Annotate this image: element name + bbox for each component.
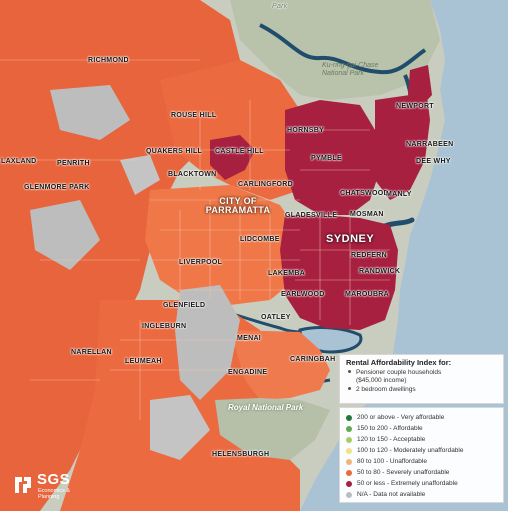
legend-swatch-icon (346, 414, 352, 421)
place-narrabeen: NARRABEEN (406, 141, 454, 148)
logo-name: SGS (37, 471, 71, 488)
legend-item-label: 80 to 100 - Unaffordable (357, 458, 427, 465)
royal-park-area (215, 398, 330, 460)
legend-swatch-icon (346, 458, 352, 465)
legend-item: 50 or less - Extremely unaffordable (346, 478, 497, 489)
place-newport: NEWPORT (396, 103, 434, 110)
place-helensburgh: HELENSBURGH (212, 451, 270, 458)
legend-line1: Pensioner couple households (356, 369, 442, 376)
place-gladesville: GLADESVILLE (285, 212, 338, 219)
place-randwick: RANDWICK (359, 268, 401, 275)
region-na-3 (30, 200, 100, 270)
suburb-boundaries (0, 59, 390, 420)
city-parramatta-label: CITY OF PARRAMATTA (205, 196, 271, 215)
place-mosman: MOSMAN (350, 211, 384, 218)
region-na-1 (50, 85, 130, 140)
legend-item: 200 or above - Very affordable (346, 412, 497, 423)
legend-line-dwelling: 2 bedroom dwellings (346, 386, 497, 393)
hawkesbury-river (259, 23, 427, 75)
place-laxland: LAXLAND (1, 158, 37, 165)
sgs-logo: SGS Economics & Planning (12, 470, 84, 500)
region-newport (408, 65, 432, 110)
legend-scale: 200 or above - Very affordable 150 to 200… (339, 407, 504, 503)
legend-swatch-icon (346, 436, 352, 443)
place-pymble: PYMBLE (311, 155, 342, 162)
sgs-logo-mark-icon (15, 477, 31, 493)
legend-title: Rental Affordability Index for: (346, 358, 452, 367)
legend-item: N/A - Data not available (346, 489, 497, 500)
kuringgai-park-area (230, 0, 440, 100)
region-hills (160, 60, 310, 200)
place-lidcombe: LIDCOMBE (240, 236, 280, 243)
place-narellan: NARELLAN (71, 349, 112, 356)
region-castle-hill (210, 135, 255, 180)
place-park-top: Park (272, 3, 288, 10)
legend-swatch-icon (346, 480, 352, 487)
legend-line-household: Pensioner couple households (346, 369, 497, 376)
place-manly: MANLY (386, 191, 412, 198)
place-castle-hill: CASTLE HILL (215, 148, 264, 155)
legend-item-label: 150 to 200 - Affordable (357, 425, 423, 432)
place-glenmore-park: GLENMORE PARK (24, 184, 90, 191)
place-blacktown: BLACKTOWN (168, 171, 217, 178)
legend-item: 120 to 150 - Acceptable (346, 434, 497, 445)
legend-swatch-icon (346, 425, 352, 432)
city-sydney-label: SYDNEY (326, 233, 375, 245)
bullet-icon (348, 387, 351, 391)
legend-swatch-icon (346, 447, 352, 454)
place-liverpool: LIVERPOOL (179, 259, 223, 266)
place-earlwood: EARLWOOD (281, 291, 325, 298)
place-menai: MENAI (237, 335, 262, 342)
place-redfern: REDFERN (351, 252, 387, 259)
kuringgai-park-label: Ku-ring-gai Chase National Park (322, 62, 379, 77)
place-penrith: PENRITH (57, 160, 90, 167)
legend-item: 80 to 100 - Unaffordable (346, 456, 497, 467)
royal-park-label: Royal National Park (228, 403, 304, 412)
region-north-shore (285, 100, 380, 215)
place-hornsby: HORNSBY (287, 127, 325, 134)
legend-item: 50 to 80 - Severely unaffordable (346, 467, 497, 478)
region-northern-beaches (375, 80, 430, 200)
legend-swatch-icon (346, 491, 352, 498)
place-ingleburn: INGLEBURN (142, 323, 187, 330)
region-na-5 (120, 155, 160, 195)
place-lakemba: LAKEMBA (268, 270, 306, 277)
region-na-4 (150, 395, 210, 460)
place-glenfield: GLENFIELD (163, 302, 206, 309)
region-sutherland (230, 330, 330, 400)
legend-item-label: 50 to 80 - Severely unaffordable (357, 469, 450, 476)
legend-line2: 2 bedroom dwellings (356, 386, 416, 393)
place-richmond: RICHMOND (88, 57, 129, 64)
place-maroubra: MAROUBRA (345, 291, 390, 298)
legend-item-label: N/A - Data not available (357, 491, 426, 498)
legend-swatch-icon (346, 469, 352, 476)
region-na-2 (175, 285, 240, 400)
place-rouse-hill: ROUSE HILL (171, 112, 217, 119)
place-chatswood: CHATSWOOD (340, 190, 389, 197)
place-engadine: ENGADINE (228, 369, 268, 376)
place-oatley: OATLEY (261, 314, 291, 321)
place-dee-why: DEE WHY (416, 158, 451, 165)
logo-subtitle: Economics & Planning (38, 488, 71, 500)
legend-item-label: 100 to 120 - Moderately unaffordable (357, 447, 464, 454)
legend-item: 150 to 200 - Affordable (346, 423, 497, 434)
place-carlingford: CARLINGFORD (238, 181, 294, 188)
bullet-icon (348, 370, 351, 374)
legend-item: 100 to 120 - Moderately unaffordable (346, 445, 497, 456)
place-leumeah: LEUMEAH (125, 358, 162, 365)
legend-item-label: 200 or above - Very affordable (357, 414, 445, 421)
place-caringbah: CARINGBAH (290, 356, 336, 363)
legend-item-label: 50 or less - Extremely unaffordable (357, 480, 458, 487)
region-eastern-suburbs (280, 215, 398, 330)
legend-header: Rental Affordability Index for: Pensione… (339, 354, 504, 404)
region-inner-west (145, 185, 300, 305)
place-quakers-hill: QUAKERS HILL (146, 148, 203, 155)
legend-line-income: ($45,000 income) (356, 377, 407, 384)
legend-item-label: 120 to 150 - Acceptable (357, 436, 426, 443)
